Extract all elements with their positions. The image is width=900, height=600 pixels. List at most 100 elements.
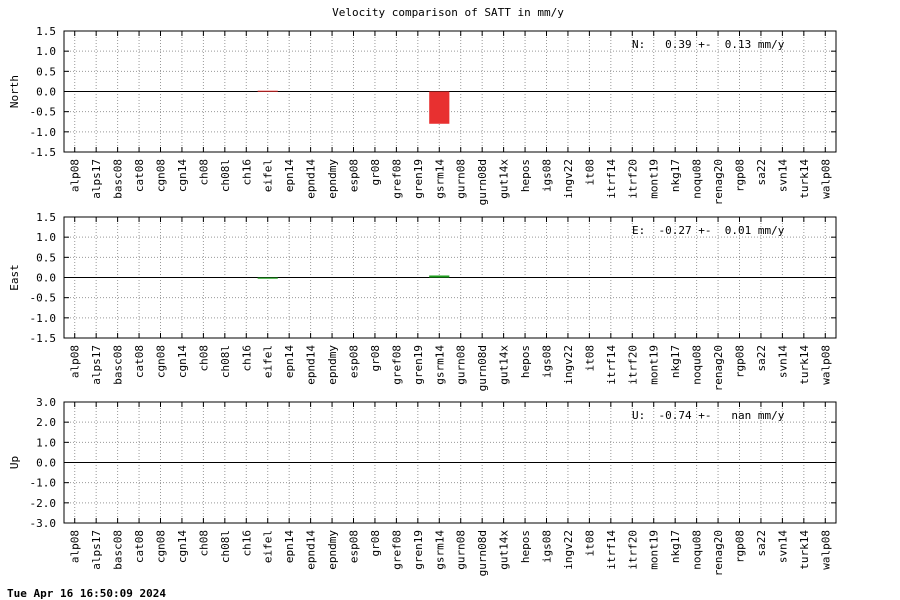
x-tick-label: ch08 <box>197 530 210 557</box>
x-tick-label: cgn14 <box>176 530 189 563</box>
x-tick-label: walp08 <box>819 345 832 385</box>
x-tick-label: cgn08 <box>155 159 168 192</box>
x-tick-label: it08 <box>583 159 596 186</box>
x-tick-label: svn14 <box>776 345 789 378</box>
y-tick-label: 0.5 <box>36 251 56 264</box>
x-tick-label: epndmy <box>326 159 339 199</box>
x-tick-label: gurn08d <box>476 159 489 205</box>
x-tick-label: it08 <box>583 530 596 557</box>
x-tick-label: epn14 <box>283 159 296 192</box>
x-tick-label: gref08 <box>390 345 403 385</box>
x-tick-label: epnd14 <box>305 345 318 385</box>
x-tick-label: sa22 <box>755 159 768 186</box>
x-tick-label: itrf20 <box>626 159 639 199</box>
x-tick-label: nkg17 <box>669 345 682 378</box>
x-tick-label: ingv22 <box>562 159 575 199</box>
x-tick-label: cat08 <box>133 159 146 192</box>
x-tick-label: epn14 <box>283 530 296 563</box>
x-tick-label: ch08 <box>197 159 210 186</box>
x-tick-label: ch08 <box>197 345 210 372</box>
x-tick-label: gurn08 <box>455 345 468 385</box>
x-tick-label: rgp08 <box>734 159 747 192</box>
x-tick-label: it08 <box>583 345 596 372</box>
x-tick-label: basc08 <box>112 345 125 385</box>
x-tick-label: cgn14 <box>176 159 189 192</box>
x-tick-label: basc08 <box>112 530 125 570</box>
x-tick-label: alp08 <box>69 345 82 378</box>
annotation: N: 0.39 +- 0.13 mm/y <box>632 38 785 51</box>
y-tick-label: -1.0 <box>30 477 57 490</box>
y-tick-label: -1.0 <box>30 312 57 325</box>
x-tick-label: gurn08d <box>476 530 489 576</box>
x-tick-label: esp08 <box>348 530 361 563</box>
x-tick-label: basc08 <box>112 159 125 199</box>
x-tick-label: noqu08 <box>691 345 704 385</box>
y-tick-label: 3.0 <box>36 396 56 409</box>
x-tick-label: ch16 <box>240 530 253 557</box>
bar <box>429 275 450 278</box>
x-tick-label: epndmy <box>326 345 339 385</box>
x-tick-label: ch08l <box>219 159 232 192</box>
y-tick-label: 2.0 <box>36 416 56 429</box>
x-tick-label: rgp08 <box>734 530 747 563</box>
x-tick-label: mont19 <box>648 345 661 385</box>
x-tick-label: noqu08 <box>691 159 704 199</box>
x-tick-label: itrf20 <box>626 345 639 385</box>
x-tick-label: gsrm14 <box>433 345 446 385</box>
annotation: U: -0.74 +- nan mm/y <box>632 409 785 422</box>
x-tick-label: itrf14 <box>605 345 618 385</box>
x-tick-label: svn14 <box>776 530 789 563</box>
x-tick-label: gr08 <box>369 345 382 372</box>
x-tick-label: igs08 <box>541 530 554 563</box>
x-tick-label: sa22 <box>755 530 768 557</box>
y-axis-label: East <box>8 264 21 291</box>
annotation: E: -0.27 +- 0.01 mm/y <box>632 224 785 237</box>
x-tick-label: gr08 <box>369 159 382 186</box>
x-tick-label: hepos <box>519 530 532 563</box>
x-tick-label: ch16 <box>240 159 253 186</box>
x-tick-label: turk14 <box>798 345 811 385</box>
x-tick-label: epnd14 <box>305 530 318 570</box>
x-tick-label: gurn08d <box>476 345 489 391</box>
x-tick-label: gref08 <box>390 530 403 570</box>
x-tick-label: gurn08 <box>455 530 468 570</box>
x-tick-label: eifel <box>262 159 275 192</box>
x-tick-label: itrf14 <box>605 159 618 199</box>
x-tick-label: hepos <box>519 159 532 192</box>
x-tick-label: cat08 <box>133 345 146 378</box>
x-tick-label: sa22 <box>755 345 768 372</box>
x-tick-label: renag20 <box>712 530 725 576</box>
y-tick-label: -1.5 <box>30 332 57 345</box>
x-tick-label: gren19 <box>412 530 425 570</box>
x-tick-label: ch08l <box>219 530 232 563</box>
y-tick-label: 0.0 <box>36 272 56 285</box>
x-tick-label: gsrm14 <box>433 159 446 199</box>
x-tick-label: gut14x <box>498 159 511 199</box>
x-tick-label: alps17 <box>90 530 103 570</box>
timestamp: Tue Apr 16 16:50:09 2024 <box>7 587 166 600</box>
bar <box>257 90 278 92</box>
x-tick-label: renag20 <box>712 159 725 205</box>
y-tick-label: -1.5 <box>30 146 57 159</box>
x-tick-label: itrf14 <box>605 530 618 570</box>
y-axis-label: North <box>8 75 21 108</box>
x-tick-label: gsrm14 <box>433 530 446 570</box>
y-tick-label: 0.5 <box>36 65 56 78</box>
x-tick-label: itrf20 <box>626 530 639 570</box>
x-tick-label: epnd14 <box>305 159 318 199</box>
x-tick-label: gr08 <box>369 530 382 557</box>
x-tick-label: epn14 <box>283 345 296 378</box>
x-tick-label: igs08 <box>541 159 554 192</box>
y-tick-label: -1.0 <box>30 126 57 139</box>
x-tick-label: rgp08 <box>734 345 747 378</box>
x-tick-label: cgn08 <box>155 345 168 378</box>
x-tick-label: nkg17 <box>669 530 682 563</box>
y-tick-label: -3.0 <box>30 517 57 530</box>
x-tick-label: svn14 <box>776 159 789 192</box>
x-tick-label: ingv22 <box>562 530 575 570</box>
x-tick-label: cgn14 <box>176 345 189 378</box>
x-tick-label: renag20 <box>712 345 725 391</box>
y-tick-label: 1.5 <box>36 211 56 224</box>
x-tick-label: epndmy <box>326 530 339 570</box>
